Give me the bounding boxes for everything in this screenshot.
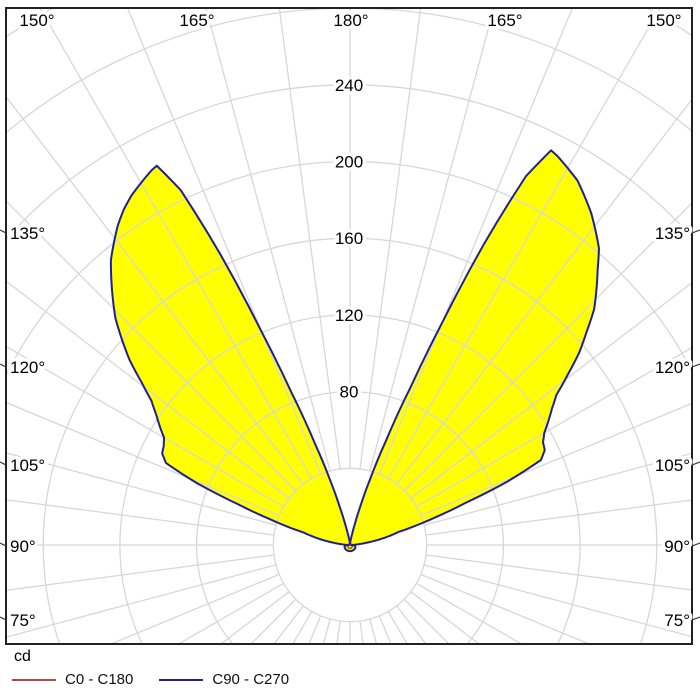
grid-angle-line: [205, 8, 331, 472]
legend-items-row: C0 - C180 C90 - C270: [12, 671, 688, 688]
legend-units-label: cd: [14, 648, 31, 665]
radial-tick-label: 80: [340, 383, 359, 402]
radial-tick-label: 240: [335, 76, 363, 95]
angle-tick: [0, 461, 7, 466]
grid-angle-line: [425, 499, 692, 536]
angle-tick: [691, 616, 700, 621]
grid-angle-line: [6, 452, 277, 526]
angle-label-left: 75°: [10, 611, 36, 630]
chart-frame: [5, 7, 693, 645]
angle-tick: [691, 461, 700, 466]
grid-angle-line: [6, 401, 280, 517]
legend-label-c0-c180: C0 - C180: [65, 671, 134, 688]
grid-angle-line: [416, 346, 692, 508]
angle-label-left: 105°: [10, 456, 45, 475]
angle-label-top: 150°: [19, 11, 54, 30]
angle-tick: [0, 616, 7, 621]
grid-angle-line: [369, 8, 495, 472]
angle-tick: [0, 363, 7, 368]
grid-angle-line: [278, 8, 341, 470]
angle-tick: [691, 363, 700, 368]
grid-angle-line: [6, 564, 277, 638]
grid-angle-line: [396, 98, 692, 485]
angle-tick: [0, 542, 7, 547]
grid-angle-line: [6, 200, 297, 492]
angle-label-right: 105°: [655, 456, 690, 475]
angle-label-top: 150°: [646, 11, 681, 30]
grid-angle-line: [6, 95, 304, 485]
grid-angle-line: [420, 402, 692, 517]
angle-label-left: 90°: [10, 537, 36, 556]
grid-angle-line: [109, 573, 280, 644]
legend-item-c0-c180: C0 - C180: [12, 671, 133, 688]
angle-label-top: 165°: [179, 11, 214, 30]
grid-angle-line: [423, 564, 692, 638]
radial-tick-label: 120: [335, 306, 363, 325]
grid-angle-line: [403, 202, 692, 492]
intensity-area-fill: [110, 150, 599, 552]
grid-angle-line: [6, 499, 275, 536]
angle-label-right: 90°: [664, 537, 690, 556]
grid-angle-line: [378, 8, 574, 475]
angle-label-left: 120°: [10, 358, 45, 377]
grid-angle-line: [126, 8, 322, 475]
angle-label-left: 135°: [10, 224, 45, 243]
angle-label-right: 120°: [655, 358, 690, 377]
radial-tick-label: 160: [335, 229, 363, 248]
grid-angle-line: [425, 554, 692, 591]
angle-label-top: 165°: [487, 11, 522, 30]
angle-label-right: 135°: [655, 224, 690, 243]
grid-angle-line: [410, 281, 692, 499]
radial-tick-label: 200: [335, 153, 363, 172]
legend-label-c90-c270: C90 - C270: [212, 671, 290, 688]
angle-label-top: 180°: [333, 11, 368, 30]
grid-angle-line: [420, 573, 591, 644]
grid-angle-line: [6, 554, 275, 591]
legend-item-c90-c270: C90 - C270: [159, 671, 289, 688]
angle-tick: [691, 542, 700, 547]
grid-angle-line: [423, 452, 692, 526]
c0-c180-line-swatch: [12, 678, 56, 681]
chart-legend: cd C0 - C180 C90 - C270: [12, 648, 688, 688]
curve-c90-c270: [109, 149, 600, 553]
grid-angle-line: [39, 8, 313, 479]
grid-angle-line: [359, 8, 422, 470]
grid-angle-line: [387, 8, 661, 479]
angle-ticks: [0, 229, 700, 621]
grid-angle-line: [6, 280, 290, 499]
angle-tick: [691, 229, 700, 234]
c90-c270-line-swatch: [159, 678, 204, 681]
angle-tick: [0, 229, 7, 234]
angle-label-right: 75°: [664, 611, 690, 630]
